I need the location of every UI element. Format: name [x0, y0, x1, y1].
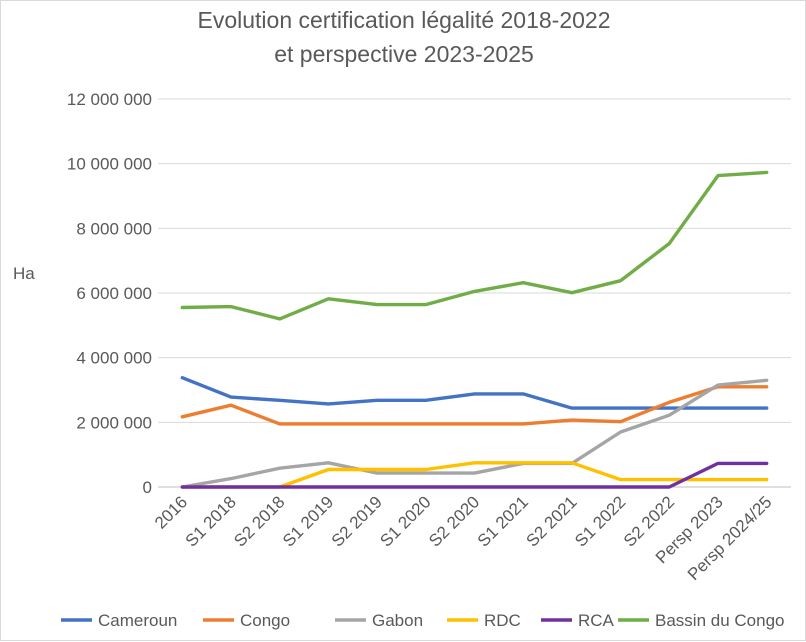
x-tick-label: S1 2020: [376, 492, 434, 550]
y-axis-label: Ha: [13, 264, 35, 283]
legend-label: Gabon: [372, 611, 423, 630]
y-tick-label: 6 000 000: [76, 284, 152, 303]
series-line-cameroun: [180, 376, 769, 410]
x-tick-label: S1 2021: [474, 492, 532, 550]
x-tick-label: S2 2020: [425, 492, 483, 550]
series-line-gabon: [180, 378, 769, 489]
chart-title-line-2: et perspective 2023-2025: [274, 41, 534, 67]
series-lines: [180, 170, 769, 489]
y-tick-label: 0: [143, 478, 152, 497]
legend: Cameroun Congo Gabon RDC RCA Bassin du Congo: [61, 611, 784, 630]
x-tick-label: S1 2019: [279, 492, 337, 550]
y-tick-label: 10 000 000: [67, 155, 152, 174]
x-tick-label: S1 2018: [182, 492, 240, 550]
series-line-congo: [180, 385, 769, 426]
legend-label: Cameroun: [98, 611, 177, 630]
x-tick-label: S2 2018: [230, 492, 288, 550]
series-line-rca: [180, 461, 769, 489]
x-tick-label: Persp 2024/25: [684, 492, 776, 584]
legend-label: RDC: [484, 611, 521, 630]
x-tick-label: S2 2019: [328, 492, 386, 550]
y-tick-label: 4 000 000: [76, 349, 152, 368]
x-tick-label: 2016: [151, 492, 191, 532]
y-tick-label: 8 000 000: [76, 219, 152, 238]
legend-label: RCA: [578, 611, 615, 630]
x-tick-label: S1 2022: [571, 492, 629, 550]
series-line-bassin-du-congo: [180, 170, 769, 321]
x-tick-label: S2 2021: [522, 492, 580, 550]
y-tick-label: 12 000 000: [67, 90, 152, 109]
legend-label: Bassin du Congo: [655, 611, 784, 630]
legend-label: Congo: [240, 611, 290, 630]
y-tick-label: 2 000 000: [76, 413, 152, 432]
chart-title-line-1: Evolution certification légalité 2018-20…: [197, 7, 611, 33]
y-axis-ticks: 0 2 000 000 4 000 000 6 000 000 8 000 000 10 …: [67, 90, 152, 497]
